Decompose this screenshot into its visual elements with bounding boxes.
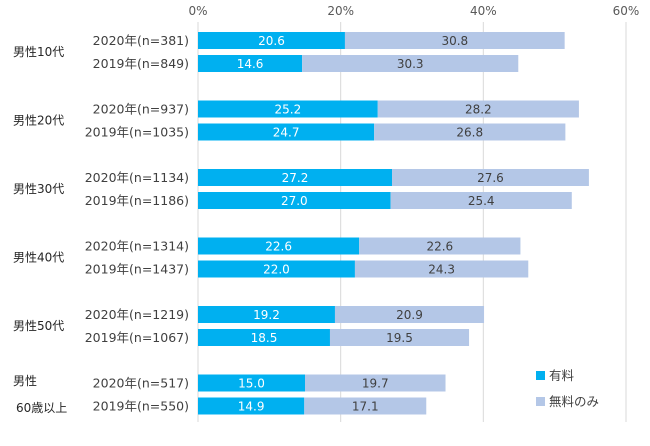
- bar-free: [354, 260, 529, 278]
- data-label-free: 27.6: [477, 171, 504, 185]
- data-label-paid: 24.7: [273, 126, 300, 140]
- data-label-paid: 20.6: [258, 34, 285, 48]
- x-tick-label: 40%: [470, 4, 497, 18]
- bar-paid: [198, 237, 360, 255]
- bar-paid: [198, 306, 335, 323]
- row-label: 2020年(n=1314): [85, 239, 189, 254]
- bar-free: [329, 329, 470, 346]
- data-label-free: 28.2: [465, 103, 492, 117]
- bar-paid: [198, 123, 375, 141]
- group-label: 男性50代: [13, 319, 64, 333]
- group-label-line: 男性20代: [13, 114, 64, 128]
- bar-free: [392, 169, 589, 186]
- bar-free: [374, 123, 566, 141]
- bar-free: [304, 397, 427, 415]
- group-label-line: 男性50代: [13, 319, 64, 333]
- row-label: 2019年(n=1186): [85, 193, 189, 208]
- data-label-free: 25.4: [468, 194, 495, 208]
- bars: 20.6 30.8 14.6 30.3 25.2 28.2 24.7 26.8 27.2 27.6…: [198, 32, 589, 415]
- bar-free: [334, 306, 485, 323]
- group-label-line: 60歳以上: [16, 401, 67, 415]
- bar-free: [377, 100, 579, 118]
- data-label-free: 24.3: [428, 263, 455, 277]
- bar-free: [302, 55, 519, 72]
- data-label-paid: 14.6: [237, 57, 264, 71]
- data-label-free: 22.6: [426, 240, 453, 254]
- x-axis-ticks: 0% 20% 40% 60%: [188, 4, 639, 18]
- x-tick-label: 20%: [327, 4, 354, 18]
- data-label-paid: 25.2: [275, 103, 302, 117]
- data-label-free: 26.8: [456, 126, 483, 140]
- group-label: 男性30代: [13, 182, 64, 196]
- bar-paid: [198, 169, 393, 186]
- row-label: 2019年(n=1035): [85, 125, 189, 140]
- row-label: 2019年(n=849): [93, 56, 189, 71]
- group-label-line: 男性: [13, 374, 37, 388]
- row-label: 2020年(n=1134): [85, 170, 189, 185]
- bar-free: [359, 237, 521, 255]
- bar-paid: [198, 397, 305, 415]
- row-label: 2020年(n=381): [93, 33, 189, 48]
- data-label-paid: 19.2: [253, 308, 280, 322]
- bar-free: [344, 32, 565, 49]
- legend-swatch-paid: [536, 371, 545, 380]
- group-label: 男性 60歳以上: [13, 374, 67, 415]
- bar-paid: [198, 260, 355, 278]
- bar-paid: [198, 100, 378, 118]
- x-tick-label: 0%: [188, 4, 207, 18]
- bar-paid: [198, 374, 305, 392]
- data-label-paid: 14.9: [238, 400, 265, 414]
- bar-free: [390, 192, 572, 209]
- group-label-line: 男性10代: [13, 45, 64, 59]
- row-label: 2019年(n=1437): [85, 262, 189, 277]
- bar-paid: [198, 329, 330, 346]
- data-label-free: 17.1: [352, 400, 379, 414]
- bar-free: [305, 374, 446, 392]
- row-label: 2020年(n=517): [93, 376, 189, 391]
- data-label-free: 19.5: [386, 331, 413, 345]
- group-label-line: 男性30代: [13, 182, 64, 196]
- data-label-free: 19.7: [362, 377, 389, 391]
- group-label-line: 男性40代: [13, 251, 64, 265]
- data-label-paid: 22.6: [265, 240, 292, 254]
- legend-label-free: 無料のみ: [549, 394, 599, 409]
- group-label: 男性40代: [13, 251, 64, 265]
- data-label-paid: 27.2: [282, 171, 309, 185]
- data-label-paid: 18.5: [251, 331, 278, 345]
- legend-swatch-free: [536, 397, 545, 406]
- row-label: 2020年(n=937): [93, 102, 189, 117]
- x-tick-label: 60%: [613, 4, 640, 18]
- category-labels: 男性10代 2020年(n=381) 2019年(n=849) 男性20代 2020年(…: [13, 33, 189, 415]
- group-label: 男性10代: [13, 45, 64, 59]
- bar-paid: [198, 32, 345, 49]
- grid-lines: [197, 22, 627, 422]
- row-label: 2020年(n=1219): [85, 307, 189, 322]
- row-label: 2019年(n=1067): [85, 330, 189, 345]
- legend-label-paid: 有料: [549, 368, 575, 383]
- row-label: 2019年(n=550): [93, 399, 189, 414]
- bar-paid: [198, 192, 391, 209]
- data-label-free: 20.9: [396, 308, 423, 322]
- group-label: 男性20代: [13, 114, 64, 128]
- bar-paid: [198, 55, 303, 72]
- data-label-free: 30.8: [441, 34, 468, 48]
- data-label-paid: 22.0: [263, 263, 290, 277]
- data-label-paid: 27.0: [281, 194, 308, 208]
- data-label-free: 30.3: [397, 57, 424, 71]
- data-label-paid: 15.0: [238, 377, 265, 391]
